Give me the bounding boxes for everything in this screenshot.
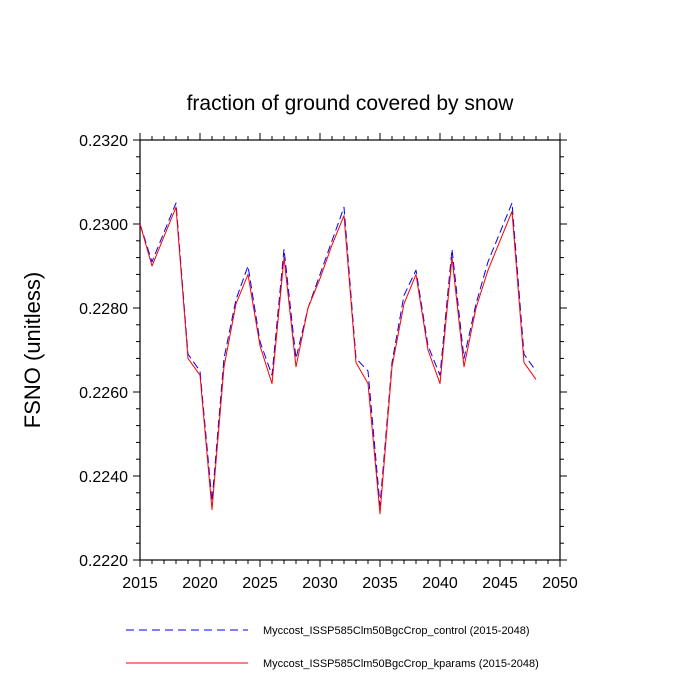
x-tick-label: 2025 [242,575,278,592]
y-tick-label: 0.2220 [79,553,128,570]
x-tick-label: 2045 [482,575,518,592]
x-tick-label: 2050 [542,575,578,592]
y-tick-label: 0.2240 [79,469,128,486]
x-tick-label: 2020 [182,575,218,592]
y-tick-label: 0.2260 [79,385,128,402]
x-tick-label: 2030 [302,575,338,592]
y-tick-label: 0.2280 [79,301,128,318]
y-tick-label: 0.2320 [79,133,128,150]
legend-label-control: Myccost_ISSP585Clm50BgcCrop_control (201… [263,625,530,637]
y-axis-title: FSNO (unitless) [20,272,45,428]
y-tick-label: 0.2300 [79,217,128,234]
x-tick-label: 2035 [362,575,398,592]
x-tick-label: 2040 [422,575,458,592]
x-tick-label: 2015 [122,575,158,592]
legend-label-kparams: Myccost_ISSP585Clm50BgcCrop_kparams (201… [263,658,539,670]
chart-title: fraction of ground covered by snow [187,92,515,115]
series-line-kparams [139,206,537,515]
plot-frame [139,139,561,561]
series-line-control [139,202,537,506]
